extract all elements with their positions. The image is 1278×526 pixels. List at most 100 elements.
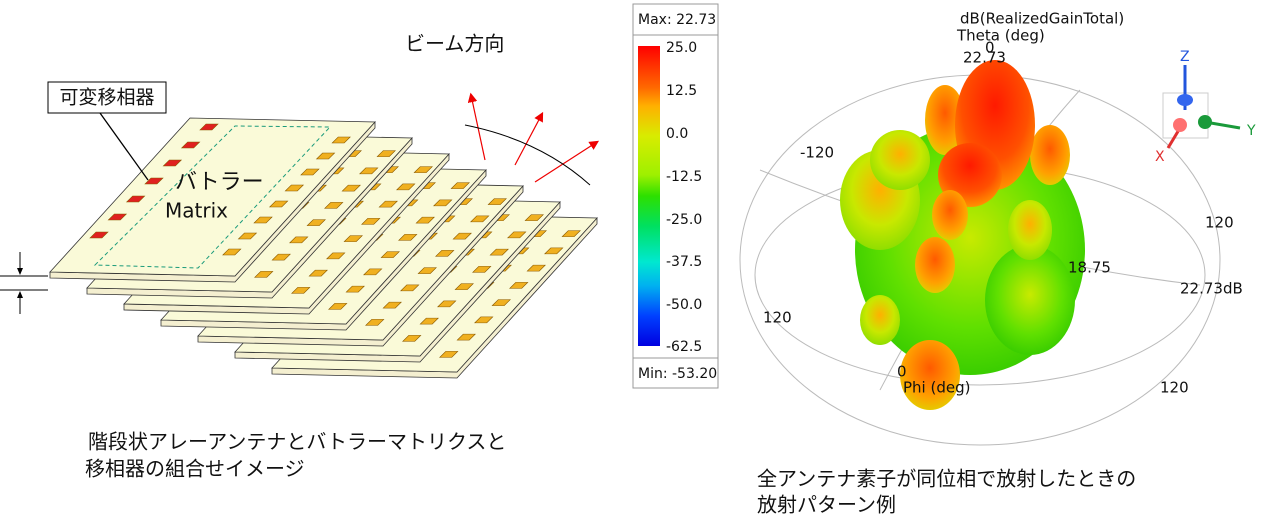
pad <box>341 184 361 192</box>
axis-label: 120 <box>1205 214 1234 232</box>
pad <box>268 200 289 208</box>
scale-label: 25.0 <box>666 40 697 56</box>
beam-arc <box>464 124 591 186</box>
pad <box>380 251 400 258</box>
pad <box>343 235 363 242</box>
axis-label: -120 <box>800 144 834 162</box>
pad <box>561 230 581 237</box>
label-box <box>47 81 167 114</box>
pad <box>361 218 381 225</box>
pad <box>331 136 351 144</box>
pad <box>433 199 453 207</box>
pad <box>162 159 183 167</box>
pad <box>237 232 258 240</box>
butler-label: バトラー <box>175 170 264 195</box>
scale-label: 0.0 <box>666 126 688 142</box>
pad <box>326 252 346 260</box>
pad <box>470 215 490 223</box>
pad <box>107 213 128 221</box>
pad <box>437 300 457 308</box>
axis-triad: Z Y X <box>1155 49 1256 165</box>
axis-x: X <box>1155 149 1165 165</box>
pad <box>284 184 305 192</box>
caption: 移相器の組合せイメージ <box>85 457 305 481</box>
pad <box>491 299 511 306</box>
phi-label: Phi (deg) <box>903 379 970 397</box>
max-label: Max: 22.73 <box>638 12 716 28</box>
pad <box>144 177 164 185</box>
pad <box>378 200 398 208</box>
pad <box>180 141 201 149</box>
phase-shifter-label: 可変移相器 <box>59 87 154 109</box>
stacked-boards <box>49 117 598 379</box>
leader-line <box>99 112 149 181</box>
scale-label: -37.5 <box>666 254 702 270</box>
pad <box>415 216 435 224</box>
pad <box>524 214 544 221</box>
pad <box>544 247 564 255</box>
pad <box>306 219 326 226</box>
pad <box>487 198 507 205</box>
pad <box>396 183 416 191</box>
pad <box>300 168 320 176</box>
pad <box>474 316 494 324</box>
pad <box>271 253 291 261</box>
pad <box>456 333 476 341</box>
caption: 全アンテナ素子が同位相で放射したときの <box>757 467 1136 491</box>
color-bar <box>638 46 660 346</box>
pad <box>315 152 336 160</box>
pad <box>472 266 492 273</box>
pad <box>526 264 546 272</box>
pad <box>452 232 472 240</box>
pad <box>308 269 328 277</box>
caption: 放射パターン例 <box>757 493 896 517</box>
pad <box>376 150 396 157</box>
pad <box>402 335 422 342</box>
beam-label: ビーム方向 <box>405 32 504 56</box>
dashed-outline <box>93 125 332 269</box>
pad <box>509 282 529 289</box>
scale-label: -62.5 <box>666 339 702 355</box>
axis-z: Z <box>1180 49 1190 65</box>
axis-label: 120 <box>763 309 792 327</box>
pad <box>365 319 385 326</box>
top-value: 22.73 <box>963 49 1006 67</box>
pad <box>489 248 509 256</box>
pad <box>291 287 311 294</box>
pad <box>289 236 309 244</box>
pad <box>435 250 455 257</box>
pad <box>89 231 109 239</box>
pad <box>199 123 219 131</box>
axis-y: Y <box>1246 123 1256 139</box>
pad <box>417 267 437 274</box>
pad <box>398 234 418 241</box>
caption: 階段状アレーアンテナとバトラーマトリクスと <box>88 430 506 454</box>
beam-arrows <box>467 92 600 183</box>
axis-label: 18.75 <box>1068 259 1111 277</box>
pad <box>359 167 379 175</box>
color-scale: Max: 22.73 25.0 12.5 0.0 -12.5 -25.0 -37… <box>632 3 719 389</box>
theta-label: Theta (deg) <box>956 27 1045 45</box>
pad <box>324 202 344 209</box>
pad <box>222 248 242 256</box>
dimension <box>0 252 48 314</box>
radiation-pattern <box>840 60 1085 410</box>
scale-label: -25.0 <box>666 212 702 228</box>
pad <box>363 268 383 276</box>
theta-zero: 0 <box>985 39 995 57</box>
pad <box>328 303 348 310</box>
scale-label: -50.0 <box>666 297 702 313</box>
scale-label: -12.5 <box>666 169 702 185</box>
pad <box>254 271 274 278</box>
axis-label: 22.73dB <box>1180 280 1243 298</box>
min-label: Min: -53.20 <box>638 366 717 382</box>
pad <box>400 284 420 292</box>
board <box>49 117 376 277</box>
butler-label: Matrix <box>165 199 228 223</box>
pad <box>345 285 365 293</box>
pad <box>454 283 474 290</box>
pad <box>413 166 433 173</box>
pad <box>253 216 273 224</box>
pad <box>507 231 527 239</box>
